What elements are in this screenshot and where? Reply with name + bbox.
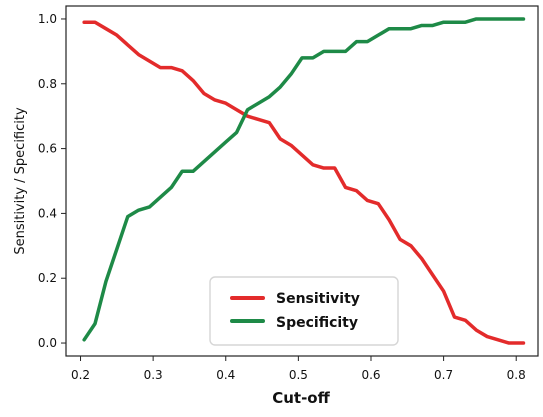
- y-tick-label: 0.8: [38, 77, 57, 91]
- x-tick-label: 0.5: [289, 368, 308, 382]
- y-tick-label: 0.4: [38, 206, 57, 220]
- specificity-line: [82, 17, 526, 342]
- y-tick-label: 0.6: [38, 142, 57, 156]
- legend-box: [209, 276, 399, 346]
- legend-label-specificity: Specificity: [276, 315, 358, 331]
- series-layer: [82, 17, 526, 345]
- x-axis-ticks: 0.2 0.3 0.4 0.5 0.6 0.7 0.8: [71, 356, 526, 382]
- x-axis-label: Cut-off: [272, 389, 330, 407]
- x-tick-label: 0.8: [507, 368, 526, 382]
- y-tick-label: 0.2: [38, 271, 57, 285]
- y-tick-label: 0.0: [38, 336, 57, 350]
- x-tick-label: 0.6: [361, 368, 380, 382]
- legend-label-sensitivity: Sensitivity: [276, 291, 360, 307]
- x-tick-label: 0.7: [434, 368, 453, 382]
- y-tick-label: 1.0: [38, 12, 57, 26]
- y-axis-label: Sensitivity / Specificity: [13, 107, 28, 255]
- legend: Sensitivity Specificity: [209, 276, 399, 346]
- sensitivity-line: [82, 20, 526, 345]
- x-tick-label: 0.4: [216, 368, 235, 382]
- x-tick-label: 0.2: [71, 368, 90, 382]
- y-axis-ticks: 0.0 0.2 0.4 0.6 0.8 1.0: [38, 12, 66, 350]
- x-tick-label: 0.3: [144, 368, 163, 382]
